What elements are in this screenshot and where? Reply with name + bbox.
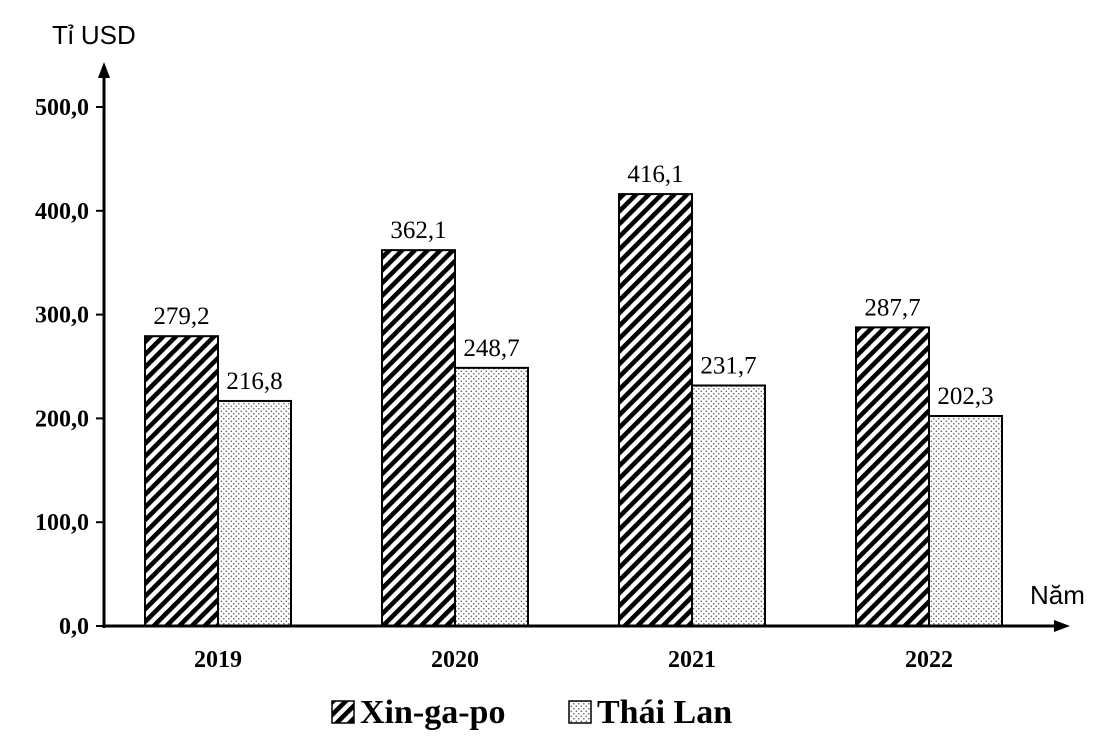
data-label-thai-lan-2019: 216,8 [226,368,282,395]
bar-thai-lan-2022 [928,415,1003,627]
data-label-xin-ga-po-2019: 279,2 [153,303,209,330]
legend-swatch-thai-lan [568,700,592,724]
x-axis-title: Năm [1030,580,1085,610]
data-label-thai-lan-2021: 231,7 [700,352,756,379]
legend-label-thai-lan: Thái Lan [597,694,732,731]
legend-label-xin-ga-po: Xin-ga-po [360,694,505,731]
y-axis-arrow [98,62,110,78]
y-tick-label: 400,0 [35,199,89,225]
data-label-xin-ga-po-2022: 287,7 [864,294,920,321]
x-axis-arrow [1054,620,1070,632]
x-axis-ticks: 2019 2020 2021 2022 [194,647,953,673]
x-tick-label-2021: 2021 [668,647,716,673]
legend: Xin-ga-po Thái Lan [331,694,732,731]
data-label-thai-lan-2022: 202,3 [937,383,993,410]
y-tick-label: 500,0 [35,95,89,121]
legend-swatch-xin-ga-po [331,700,355,724]
bar-thai-lan-2020 [454,366,529,627]
bar-xin-ga-po-2019 [144,335,219,627]
x-tick-label-2022: 2022 [905,647,953,673]
data-label-xin-ga-po-2021: 416,1 [627,161,683,188]
y-tick-label: 300,0 [35,303,89,329]
bar-thai-lan-2019 [217,399,292,628]
y-axis-title: Tỉ USD [52,20,136,50]
data-labels: 279,2 216,8 362,1 248,7 416,1 231,7 287,7 202,3 [153,161,993,410]
y-tick-label: 200,0 [35,406,89,432]
y-tick-label: 0,0 [59,614,89,640]
bar-thai-lan-2021 [691,384,766,627]
bars [144,193,1003,628]
x-tick-label-2019: 2019 [194,647,242,673]
data-label-thai-lan-2020: 248,7 [463,335,519,362]
x-tick-label-2020: 2020 [431,647,479,673]
y-tick-label: 100,0 [35,510,89,536]
bar-xin-ga-po-2021 [618,193,693,627]
y-axis-ticks: 0,0 100,0 200,0 300,0 400,0 500,0 [35,95,104,640]
bar-xin-ga-po-2020 [381,249,456,627]
data-label-xin-ga-po-2020: 362,1 [390,217,446,244]
bar-xin-ga-po-2022 [855,326,930,627]
